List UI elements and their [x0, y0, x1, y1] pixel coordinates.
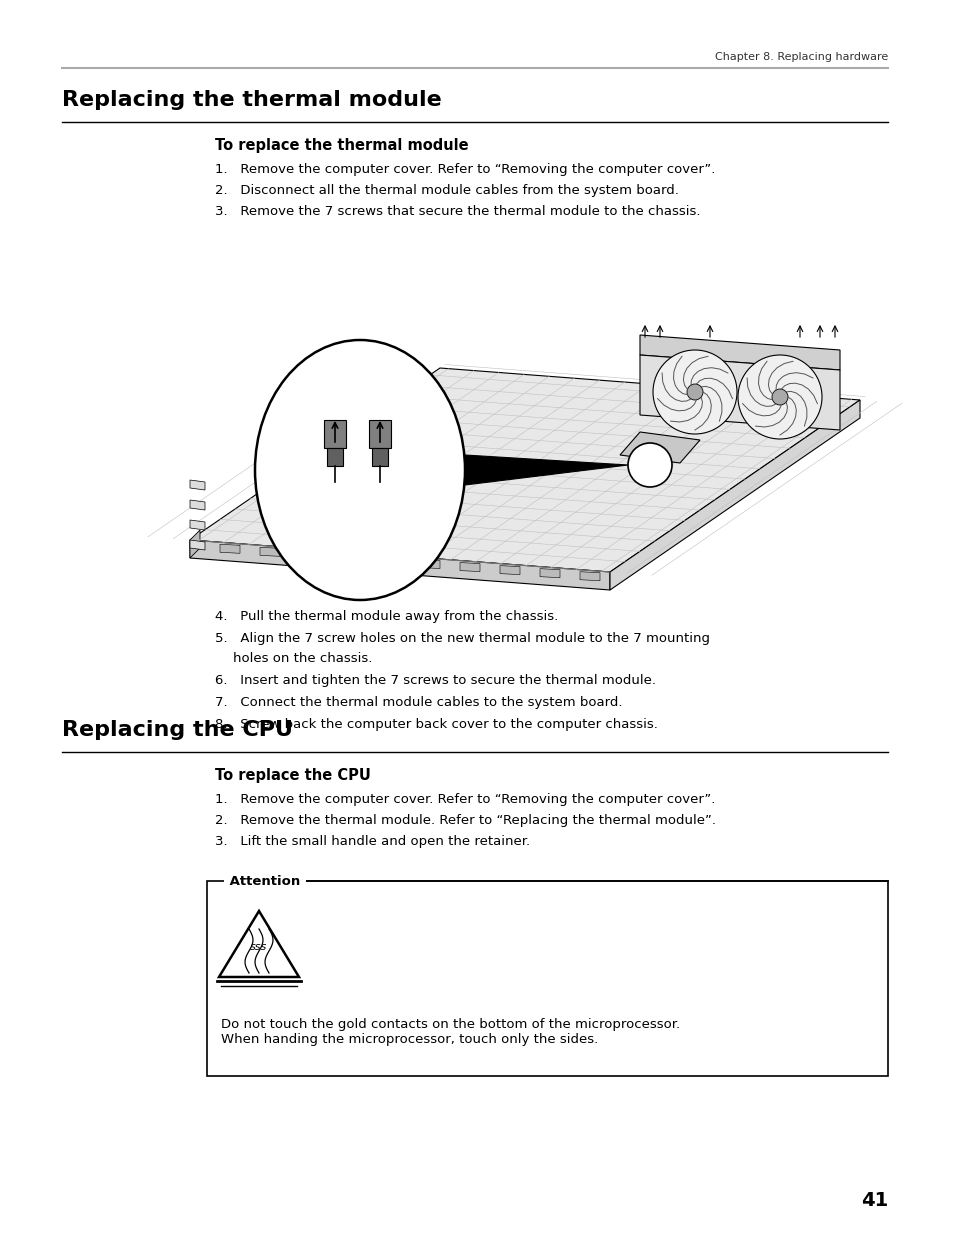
Text: To replace the thermal module: To replace the thermal module [214, 138, 468, 153]
Text: 2.   Remove the thermal module. Refer to “Replacing the thermal module”.: 2. Remove the thermal module. Refer to “… [214, 814, 716, 827]
Polygon shape [190, 520, 205, 530]
Polygon shape [579, 572, 599, 580]
Text: holes on the chassis.: holes on the chassis. [233, 653, 372, 665]
Polygon shape [459, 563, 479, 572]
Polygon shape [190, 530, 200, 558]
Polygon shape [190, 480, 205, 490]
Polygon shape [190, 368, 859, 572]
Polygon shape [339, 553, 359, 562]
Text: 3.   Lift the small handle and open the retainer.: 3. Lift the small handle and open the re… [214, 835, 530, 848]
Text: Attention: Attention [225, 875, 305, 888]
Polygon shape [539, 568, 559, 578]
Polygon shape [190, 539, 205, 549]
Polygon shape [327, 447, 343, 466]
Polygon shape [324, 420, 346, 447]
Text: 6.   Insert and tighten the 7 screws to secure the thermal module.: 6. Insert and tighten the 7 screws to se… [214, 674, 656, 687]
Text: sss: sss [250, 942, 268, 952]
Polygon shape [372, 447, 388, 466]
Polygon shape [379, 557, 399, 566]
Polygon shape [609, 400, 859, 590]
Text: To replace the CPU: To replace the CPU [214, 768, 371, 783]
Circle shape [627, 443, 671, 487]
Polygon shape [220, 544, 240, 553]
Polygon shape [299, 551, 319, 559]
Text: 4.   Pull the thermal module away from the chassis.: 4. Pull the thermal module away from the… [214, 610, 558, 623]
Text: 8.   Screw back the computer back cover to the computer chassis.: 8. Screw back the computer back cover to… [214, 718, 658, 731]
Text: 2.   Disconnect all the thermal module cables from the system board.: 2. Disconnect all the thermal module cab… [214, 184, 679, 196]
Text: 5.   Align the 7 screw holes on the new thermal module to the 7 mounting: 5. Align the 7 screw holes on the new th… [214, 631, 709, 645]
Text: 41: 41 [860, 1191, 887, 1209]
Polygon shape [260, 547, 280, 557]
Polygon shape [639, 355, 840, 430]
Polygon shape [619, 433, 700, 462]
Polygon shape [419, 559, 439, 568]
Circle shape [738, 355, 821, 439]
Circle shape [771, 389, 787, 405]
Text: Replacing the thermal module: Replacing the thermal module [62, 89, 441, 109]
Circle shape [686, 384, 702, 400]
Polygon shape [369, 420, 391, 447]
Text: Chapter 8. Replacing hardware: Chapter 8. Replacing hardware [714, 52, 887, 62]
Text: Do not touch the gold contacts on the bottom of the microprocessor.
When handing: Do not touch the gold contacts on the bo… [221, 1018, 679, 1047]
Polygon shape [499, 566, 519, 574]
Polygon shape [464, 455, 627, 485]
Ellipse shape [254, 341, 464, 600]
Polygon shape [190, 539, 609, 590]
Text: Replacing the CPU: Replacing the CPU [62, 720, 293, 740]
Polygon shape [190, 500, 205, 510]
Text: 1.   Remove the computer cover. Refer to “Removing the computer cover”.: 1. Remove the computer cover. Refer to “… [214, 793, 715, 805]
Text: 3.   Remove the 7 screws that secure the thermal module to the chassis.: 3. Remove the 7 screws that secure the t… [214, 205, 700, 218]
Text: 1.   Remove the computer cover. Refer to “Removing the computer cover”.: 1. Remove the computer cover. Refer to “… [214, 163, 715, 177]
Polygon shape [639, 336, 840, 370]
Circle shape [652, 351, 737, 434]
Text: 7.   Connect the thermal module cables to the system board.: 7. Connect the thermal module cables to … [214, 696, 622, 709]
